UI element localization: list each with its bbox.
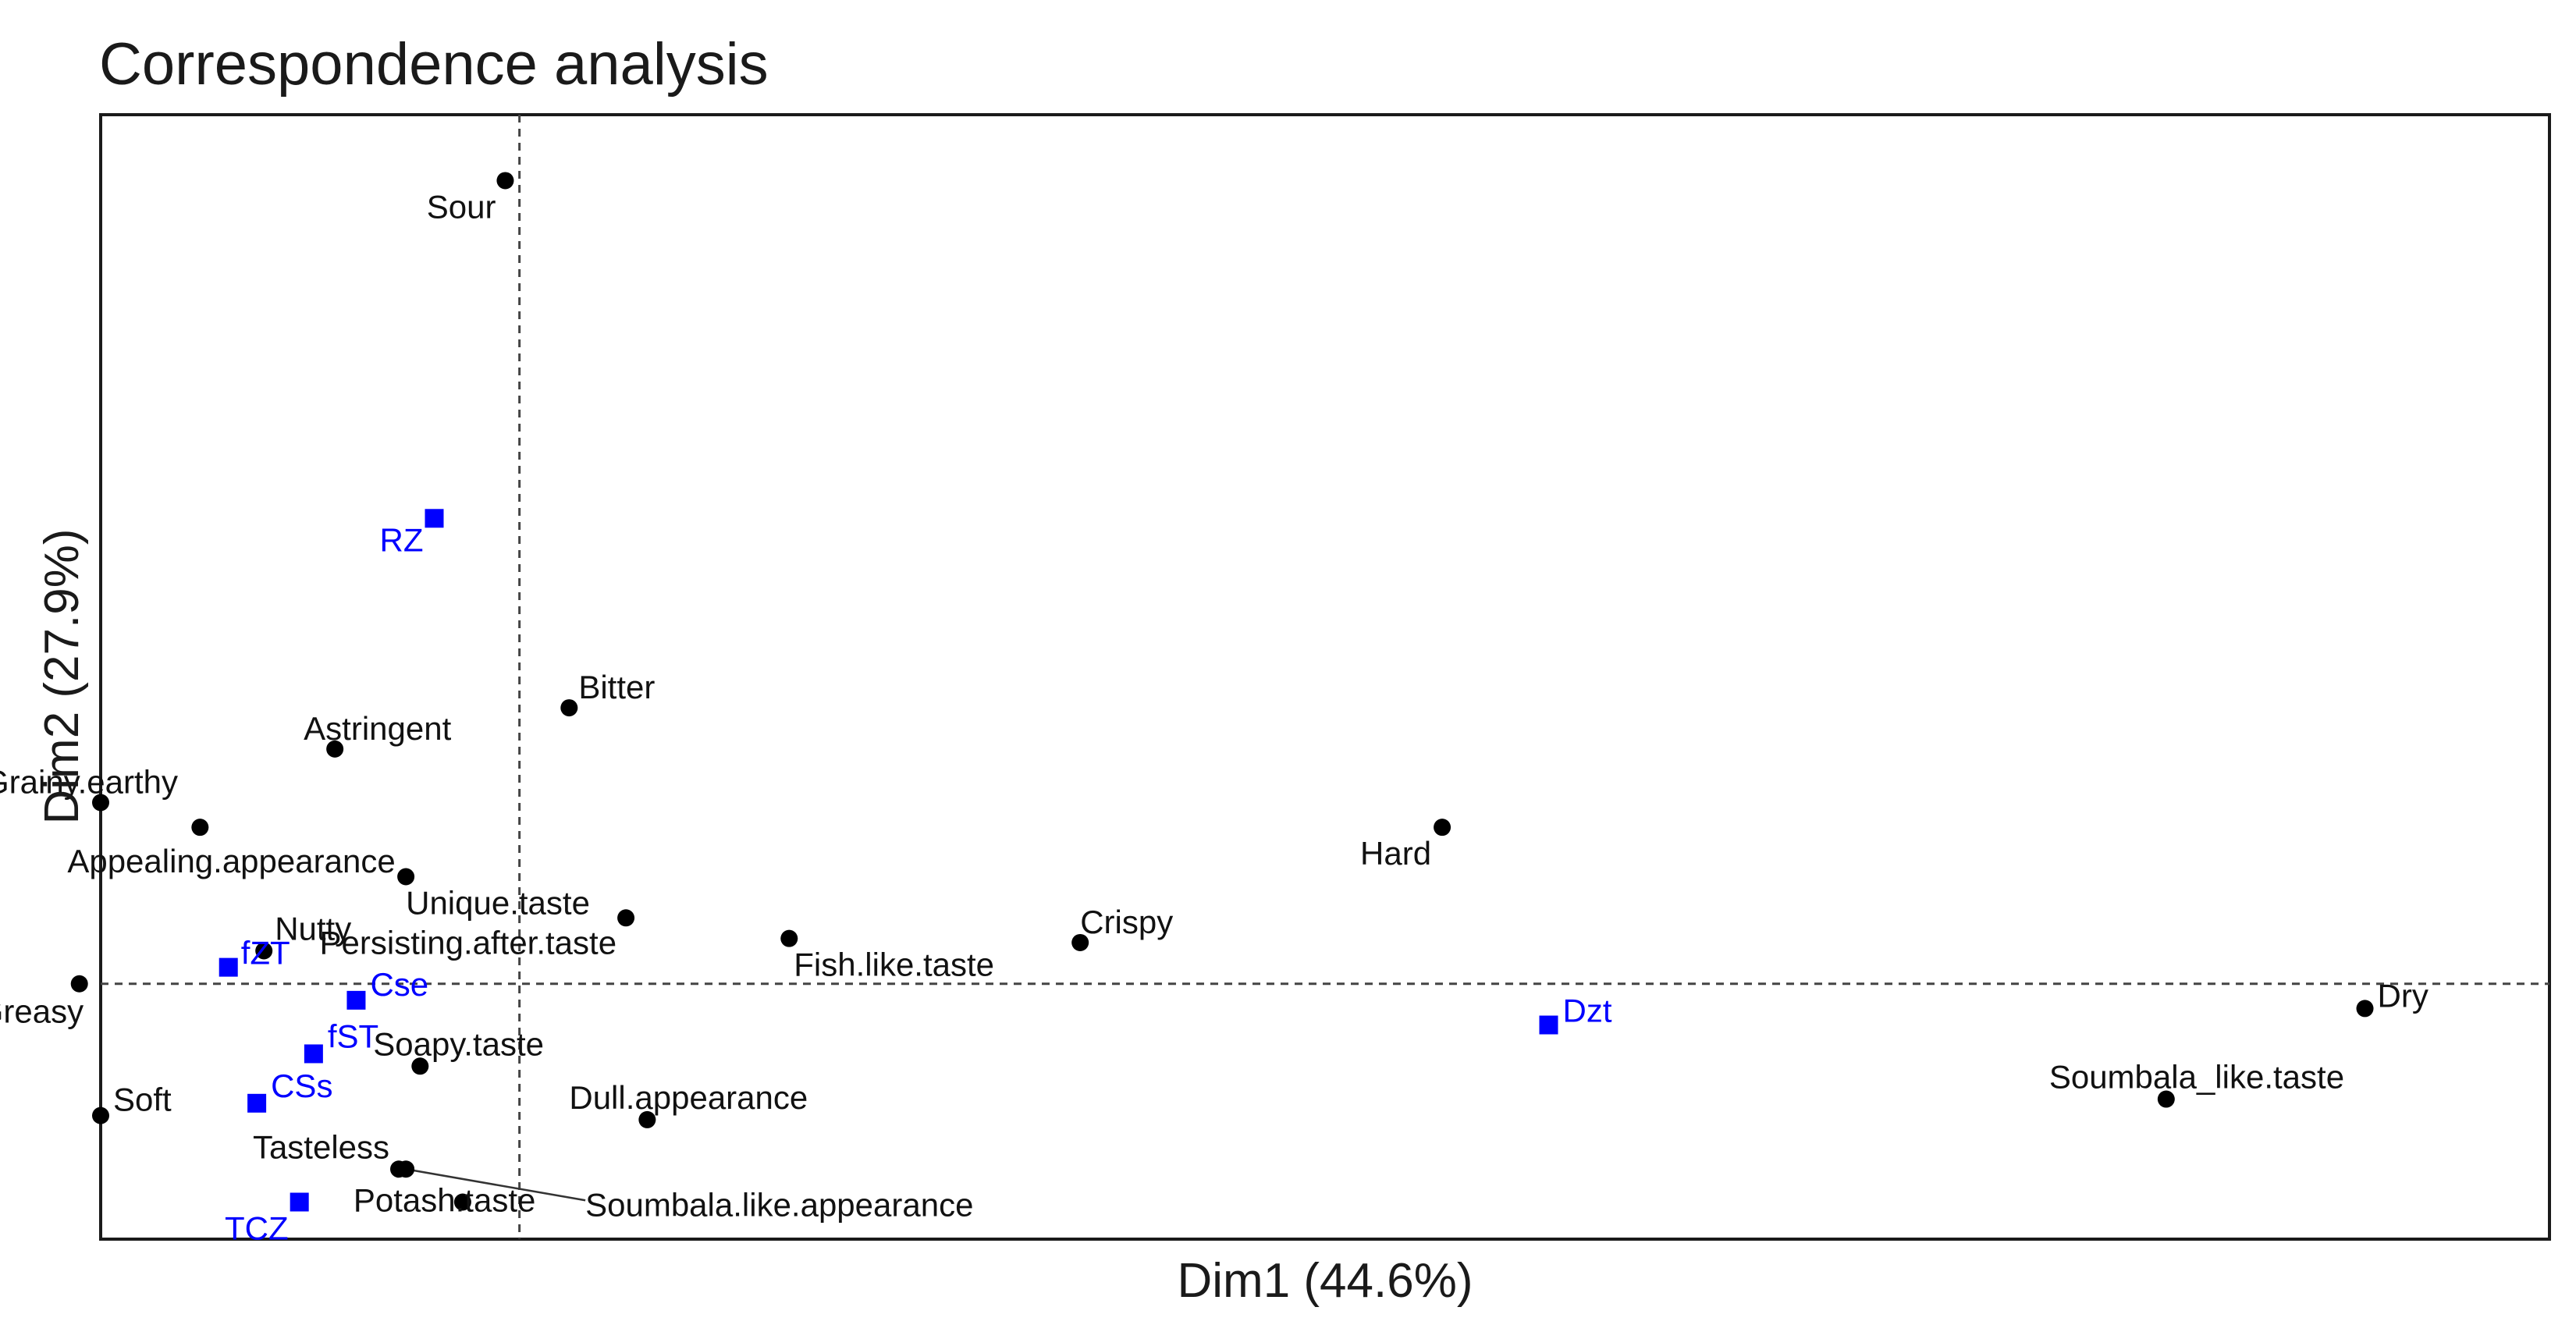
y-axis-label: Dim2 (27.9%) — [35, 529, 89, 825]
point-rz — [425, 509, 444, 528]
point-label-soft: Soft — [113, 1082, 172, 1118]
point-label-fzt: fZT — [241, 935, 290, 971]
point-label-rz: RZ — [379, 521, 423, 558]
point-label-cse: Cse — [370, 966, 428, 1003]
point-label-grainy-earthy: Grainy.earthy — [0, 763, 178, 800]
point-label-tcz: TCZ — [225, 1209, 289, 1246]
point-css — [247, 1093, 267, 1113]
point-fzt — [219, 957, 238, 977]
point-label-soumbala-like-appearance: Soumbala.like.appearance — [585, 1186, 973, 1223]
point-fst — [304, 1044, 323, 1064]
point-label-dzt: Dzt — [1563, 993, 1612, 1029]
point-grainy-earthy — [92, 794, 109, 812]
point-dzt — [1539, 1015, 1558, 1035]
point-cse — [346, 990, 366, 1010]
point-label-css: CSs — [271, 1067, 332, 1104]
point-label-bitter: Bitter — [578, 669, 655, 705]
point-dull-appearance — [638, 1110, 656, 1128]
point-crispy — [1071, 933, 1089, 951]
point-unique-taste — [397, 868, 415, 886]
point-soumbala-like-taste — [2157, 1090, 2175, 1108]
point-label-persisting-after-taste: Persisting.after.taste — [320, 924, 617, 961]
point-label-soapy-taste: Soapy.taste — [373, 1025, 544, 1062]
chart-title: Correspondence analysis — [99, 31, 769, 98]
point-sour — [496, 172, 514, 190]
point-label-sour: Sour — [427, 188, 496, 225]
x-axis-label: Dim1 (44.6%) — [1178, 1254, 1473, 1308]
label-leader-line — [405, 1168, 586, 1202]
point-tcz — [290, 1192, 309, 1212]
point-hard — [1434, 819, 1451, 836]
point-label-nutty: Nutty — [275, 911, 351, 947]
point-persisting-after-taste — [617, 909, 635, 927]
point-label-dry: Dry — [2378, 977, 2429, 1014]
point-label-tasteless: Tasteless — [253, 1128, 389, 1165]
point-label-unique-taste: Unique.taste — [406, 885, 590, 922]
point-dry — [2356, 1000, 2374, 1018]
point-nutty — [255, 942, 273, 960]
point-label-astringent: Astringent — [304, 710, 451, 747]
point-label-fish-like-taste: Fish.like.taste — [794, 947, 994, 983]
point-label-hard: Hard — [1360, 835, 1431, 872]
point-soumbala-like-appearance — [397, 1160, 415, 1178]
point-label-fst: fST — [328, 1018, 378, 1054]
point-label-dull-appearance: Dull.appearance — [569, 1079, 808, 1116]
point-label-potash-taste: Potash.taste — [354, 1181, 535, 1218]
point-soapy-taste — [411, 1057, 429, 1075]
point-potash-taste — [453, 1193, 471, 1211]
point-soft — [92, 1106, 109, 1124]
plot-area — [99, 113, 2551, 1241]
point-fish-like-taste — [780, 929, 798, 947]
point-label-soumbala-like-taste: Soumbala_like.taste — [2049, 1059, 2344, 1096]
point-astringent — [326, 740, 344, 758]
point-bitter — [560, 699, 578, 717]
point-label-greasy: Greasy — [0, 993, 83, 1030]
point-label-appealing-appearance: Appealing.appearance — [67, 843, 395, 879]
point-greasy — [70, 975, 88, 993]
point-appealing-appearance — [191, 819, 209, 836]
point-label-crispy: Crispy — [1080, 904, 1173, 940]
